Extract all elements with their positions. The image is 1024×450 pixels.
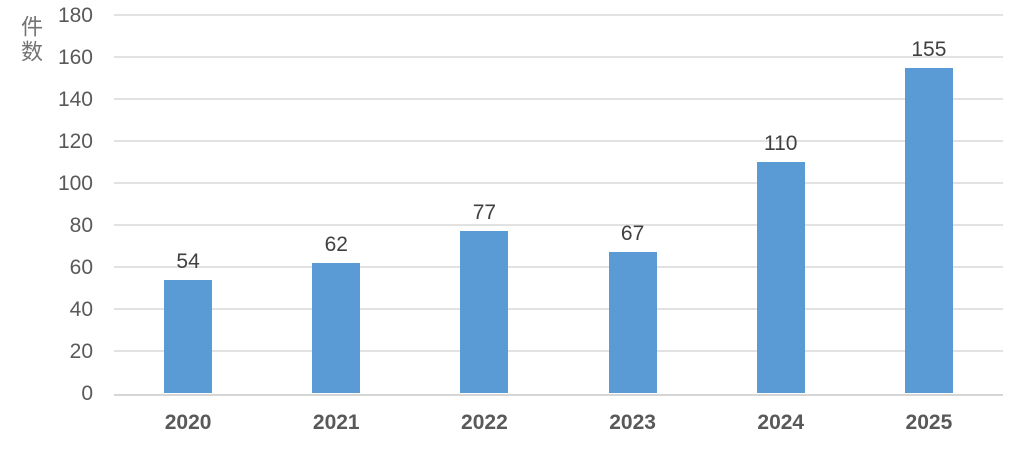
data-label-2025: 155 <box>911 37 947 61</box>
gridline <box>114 140 1003 142</box>
bar-2023[interactable] <box>608 252 657 393</box>
data-label-2022: 77 <box>472 201 497 225</box>
y-axis-title: 件数 <box>18 15 43 65</box>
bar-2022[interactable] <box>460 231 509 393</box>
x-tick-label-2024: 2024 <box>757 411 805 434</box>
bar-2020[interactable] <box>164 279 213 393</box>
bar-2021[interactable] <box>312 262 361 393</box>
gridline <box>114 350 1003 352</box>
x-tick-label-2021: 2021 <box>312 411 360 434</box>
y-tick-label: 120 <box>57 130 93 153</box>
data-label-2020: 54 <box>176 249 200 273</box>
gridline <box>114 14 1003 16</box>
y-tick-label: 40 <box>69 298 93 321</box>
x-tick-label-2025: 2025 <box>905 411 953 434</box>
gridline <box>114 56 1003 58</box>
bar-2024[interactable] <box>756 162 805 393</box>
y-tick-label: 80 <box>69 214 93 237</box>
x-axis-line <box>114 394 1003 396</box>
gridline <box>114 182 1003 184</box>
data-label-2021: 62 <box>324 232 348 256</box>
y-tick-label: 140 <box>57 88 93 111</box>
data-label-2024: 110 <box>764 132 798 155</box>
y-tick-label: 60 <box>69 256 93 279</box>
gridline <box>114 98 1003 100</box>
x-tick-label-2022: 2022 <box>461 411 508 434</box>
data-label-2023: 67 <box>620 222 645 246</box>
y-tick-label: 100 <box>57 172 93 195</box>
y-tick-label: 0 <box>81 382 93 405</box>
bar-2025[interactable] <box>904 67 953 393</box>
y-tick-label: 160 <box>57 46 93 69</box>
x-tick-label-2023: 2023 <box>609 411 656 434</box>
y-tick-label: 20 <box>69 340 93 363</box>
gridline <box>114 224 1003 226</box>
x-tick-label-2020: 2020 <box>164 411 212 434</box>
gridline <box>114 308 1003 310</box>
gridline <box>114 266 1003 268</box>
y-tick-label: 180 <box>57 4 93 27</box>
